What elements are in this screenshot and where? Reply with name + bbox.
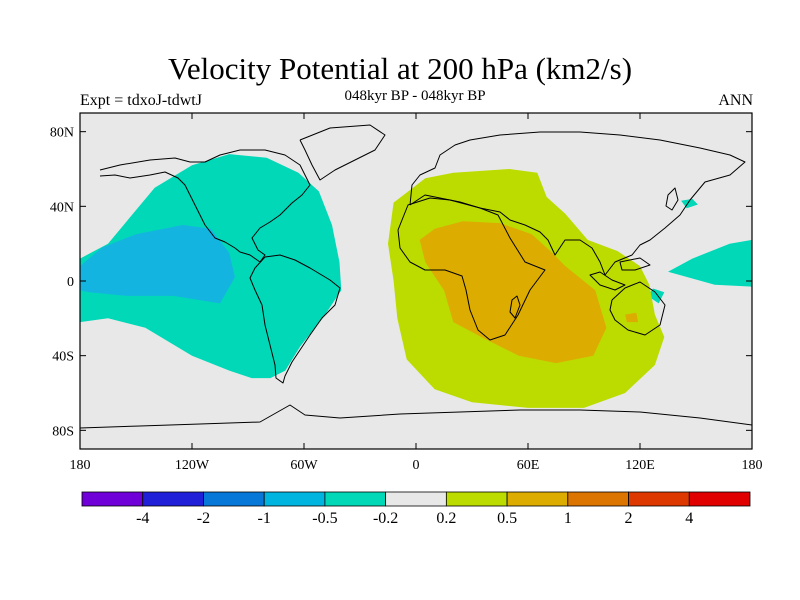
contour-region-pos_mid-6 (419, 221, 607, 364)
contour-region-pos_mid-7 (625, 312, 639, 323)
colorbar-swatch-5 (385, 491, 447, 507)
coastline-eurasia (409, 131, 746, 276)
contour-region-neg_mid-1 (80, 225, 235, 304)
map-subtitle: 048kyr BP - 048kyr BP (344, 88, 486, 104)
colorbar-swatch-10 (688, 491, 751, 507)
colorbar-label-1: -2 (197, 510, 210, 527)
colorbar-swatch-2 (203, 491, 265, 507)
colorbar-swatch-8 (567, 491, 629, 507)
y-tick-label-1: 40N (50, 200, 74, 215)
x-tick-label-1: 120W (175, 458, 210, 473)
colorbar-swatch-0 (81, 491, 144, 507)
colorbar-swatch-6 (445, 491, 508, 507)
colorbar-label-2: -1 (258, 510, 271, 527)
colorbar-label-7: 1 (564, 510, 572, 527)
x-tick-label-0: 180 (70, 458, 91, 473)
coastline-madagascar (509, 295, 521, 319)
experiment-label: Expt = tdxoJ-tdwtJ (80, 92, 202, 109)
colorbar-swatch-4 (324, 491, 387, 507)
x-tick-label-6: 180 (742, 458, 763, 473)
contour-region-neg_light-2 (668, 239, 752, 287)
coastline-antarctica (80, 404, 752, 429)
coastline-south-america (249, 254, 341, 384)
coastline-indonesia (589, 257, 651, 291)
colorbar-label-5: 0.2 (436, 510, 456, 527)
coastline-north-america (99, 149, 311, 263)
x-axis: 180 120W 60W 0 60E 120E 180 (70, 113, 763, 473)
map-title: Velocity Potential at 200 hPa (km2/s) (167, 51, 633, 86)
y-tick-label-0: 80N (50, 126, 74, 141)
contour-fill-layer (80, 154, 752, 408)
contour-region-neg_light-3 (647, 288, 665, 304)
contour-region-neg_light-4 (681, 198, 698, 209)
coastline-layer (80, 124, 752, 429)
colorbar-swatch-7 (506, 491, 569, 507)
x-tick-label-2: 60W (290, 458, 318, 473)
x-tick-label-3: 0 (413, 458, 420, 473)
y-tick-label-3: 40S (52, 350, 74, 365)
colorbar-swatch-9 (628, 491, 690, 507)
season-label: ANN (718, 92, 753, 109)
y-tick-label-2: 0 (67, 275, 74, 290)
coastline-australia (609, 281, 666, 336)
y-axis: 80N 40N 0 40S 80S (50, 126, 752, 439)
colorbar-label-4: -0.2 (373, 510, 398, 527)
x-tick-label-5: 120E (625, 458, 655, 473)
coastline-japan (665, 187, 679, 211)
colorbar-swatch-3 (263, 491, 326, 507)
colorbar-label-6: 0.5 (497, 510, 517, 527)
coastline-greenland (299, 124, 386, 181)
x-tick-label-4: 60E (517, 458, 540, 473)
y-tick-label-4: 80S (52, 424, 74, 439)
colorbar-label-8: 2 (625, 510, 633, 527)
colorbar-swatch-1 (142, 491, 204, 507)
colorbar-label-9: 4 (685, 510, 693, 527)
colorbar: -4 -2 -1 -0.5 -0.2 0.2 0.5 1 2 4 (81, 491, 751, 527)
colorbar-label-0: -4 (136, 510, 149, 527)
colorbar-label-3: -0.5 (312, 510, 337, 527)
